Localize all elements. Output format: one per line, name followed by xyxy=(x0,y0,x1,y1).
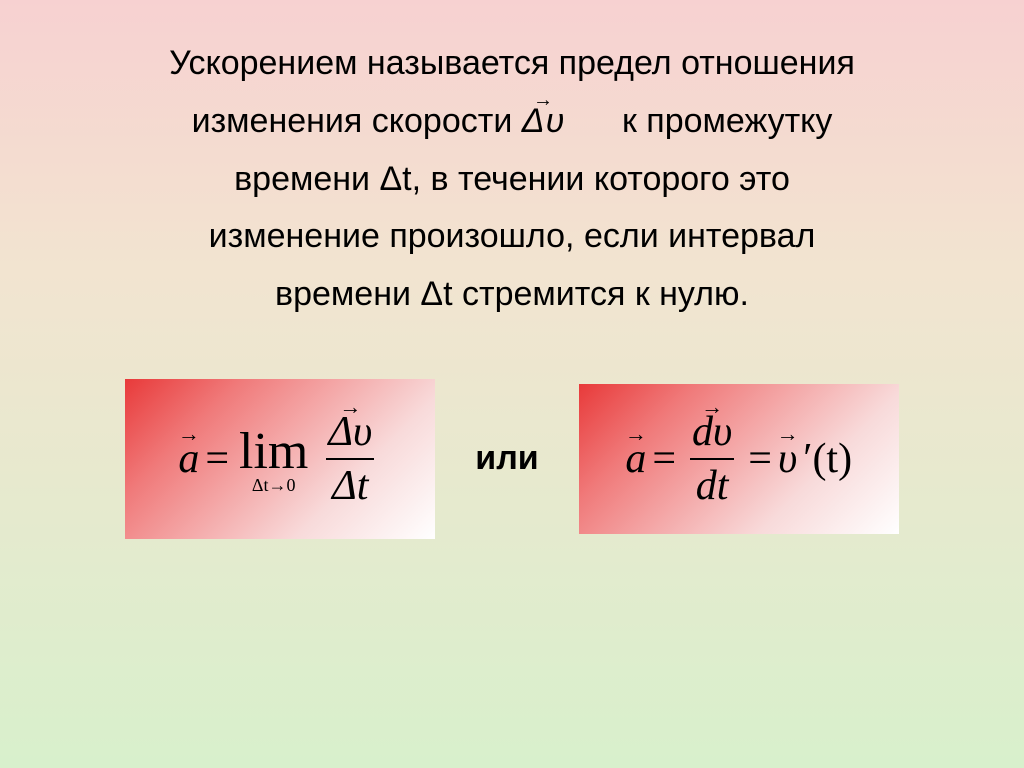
fraction-num: → Δυ xyxy=(322,408,378,458)
formula-limit-eq: → a = lim Δt→0 → Δυ Δt xyxy=(178,408,382,510)
formula-limit: → a = lim Δt→0 → Δυ Δt xyxy=(125,379,435,539)
def-line2-post: к промежутку xyxy=(622,102,832,140)
formula-derivative: → a = → dυ dt = → υ ′(t) xyxy=(579,384,899,534)
or-label: или xyxy=(475,439,538,478)
vector-arrow-icon: → xyxy=(339,394,361,420)
def-line1: Ускорением называется предел отношения xyxy=(169,44,855,82)
prime-t: ′(t) xyxy=(803,435,852,483)
vector-arrow-icon: → xyxy=(178,421,200,447)
fraction-num: → dυ xyxy=(686,408,738,458)
formula-row: → a = lim Δt→0 → Δυ Δt xyxy=(60,379,964,539)
fraction-dv-dt: → Δυ Δt xyxy=(322,408,378,510)
vector-arrow-icon: → xyxy=(625,421,647,447)
a-vector: → a xyxy=(178,435,199,483)
fraction-den: dt xyxy=(690,458,735,510)
lim-word: lim xyxy=(239,422,308,481)
def-line5: времени Δt стремится к нулю. xyxy=(275,275,749,313)
equals-sign: = xyxy=(748,435,772,483)
equals-sign: = xyxy=(652,435,676,483)
v-vector: → υ xyxy=(778,435,797,483)
def-line4: изменение произошло, если интервал xyxy=(209,217,816,255)
vector-arrow-icon: → xyxy=(701,394,723,420)
definition-text: Ускорением называется предел отношения и… xyxy=(60,35,964,324)
def-line3: времени Δt, в течении которого это xyxy=(234,160,790,198)
lim-block: lim Δt→0 xyxy=(239,422,308,496)
fraction-den: Δt xyxy=(326,458,374,510)
vector-arrow-icon: → xyxy=(533,83,554,117)
delta-v-symbol: → Δυ xyxy=(522,93,566,151)
vector-arrow-icon: → xyxy=(777,421,799,447)
formula-derivative-eq: → a = → dυ dt = → υ ′(t) xyxy=(625,408,852,510)
def-line2-pre: изменения скорости xyxy=(192,102,513,140)
equals-sign: = xyxy=(205,435,229,483)
slide: Ускорением называется предел отношения и… xyxy=(0,0,1024,768)
dv-vector: → dυ xyxy=(692,408,732,456)
lim-subscript: Δt→0 xyxy=(252,475,296,496)
a-vector: → a xyxy=(625,435,646,483)
fraction-dv-dt: → dυ dt xyxy=(686,408,738,510)
delta-v-vector: → Δυ xyxy=(328,408,372,456)
